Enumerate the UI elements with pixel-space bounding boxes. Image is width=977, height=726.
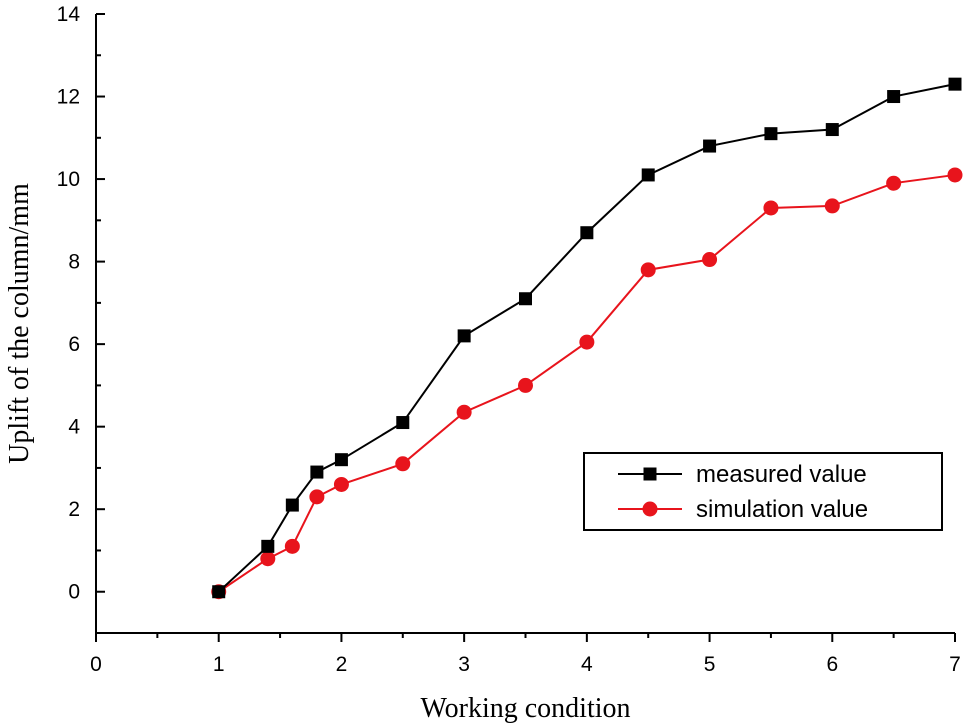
data-point-measured-value <box>396 416 410 430</box>
x-tick-label: 4 <box>581 653 593 676</box>
data-point-measured-value <box>580 226 594 240</box>
data-point-simulation-value <box>640 262 656 278</box>
data-point-measured-value <box>764 127 778 141</box>
x-tick-label: 3 <box>458 653 470 676</box>
data-point-measured-value <box>310 465 324 479</box>
y-tick-label: 8 <box>68 251 80 274</box>
data-point-simulation-value <box>763 200 779 216</box>
legend-box <box>583 452 943 531</box>
data-point-simulation-value <box>395 456 411 472</box>
data-point-simulation-value <box>579 334 595 350</box>
data-point-measured-value <box>285 498 299 512</box>
x-tick-label: 5 <box>704 653 716 676</box>
data-point-simulation-value <box>824 198 840 214</box>
series-measured-value <box>212 77 962 599</box>
y-tick-label: 2 <box>68 498 80 521</box>
x-tick-label: 0 <box>90 653 102 676</box>
data-point-simulation-value <box>886 175 902 191</box>
data-point-simulation-value <box>518 377 533 393</box>
series-layer <box>211 77 963 600</box>
y-tick-label: 4 <box>68 416 80 439</box>
y-tick-label: 0 <box>68 581 80 604</box>
data-point-measured-value <box>519 292 532 306</box>
data-point-measured-value <box>825 123 839 137</box>
data-point-simulation-value <box>947 167 963 183</box>
data-point-simulation-value <box>333 476 349 492</box>
data-point-simulation-value <box>702 252 718 268</box>
x-tick-label: 6 <box>826 653 838 676</box>
data-point-measured-value <box>212 585 226 599</box>
x-axis-title: Working condition <box>420 693 630 724</box>
y-tick-label: 10 <box>57 168 80 191</box>
data-point-simulation-value <box>284 538 300 554</box>
data-point-measured-value <box>641 168 655 182</box>
data-point-measured-value <box>457 329 471 343</box>
x-tick-label: 1 <box>213 653 225 676</box>
data-point-measured-value <box>261 539 275 553</box>
legend-label-measured-value: measured value <box>696 461 867 488</box>
legend-marker-simulation-value <box>642 501 658 517</box>
data-point-simulation-value <box>456 404 472 420</box>
legend-marker-measured-value <box>643 467 657 481</box>
x-tick-label: 2 <box>336 653 348 676</box>
data-point-measured-value <box>887 90 901 104</box>
legend: measured value simulation value <box>583 452 943 531</box>
x-tick-label: 7 <box>949 653 961 676</box>
y-tick-label: 12 <box>57 86 80 109</box>
legend-label-simulation-value: simulation value <box>696 496 868 523</box>
y-tick-label: 6 <box>68 333 80 356</box>
series-simulation-value <box>211 167 963 600</box>
data-point-measured-value <box>948 77 962 91</box>
data-point-measured-value <box>334 453 348 467</box>
data-point-simulation-value <box>309 489 325 505</box>
data-point-simulation-value <box>260 551 276 567</box>
y-axis-title: Uplift of the column/mm <box>4 183 35 464</box>
data-point-measured-value <box>703 139 717 153</box>
y-tick-label: 14 <box>57 3 81 26</box>
